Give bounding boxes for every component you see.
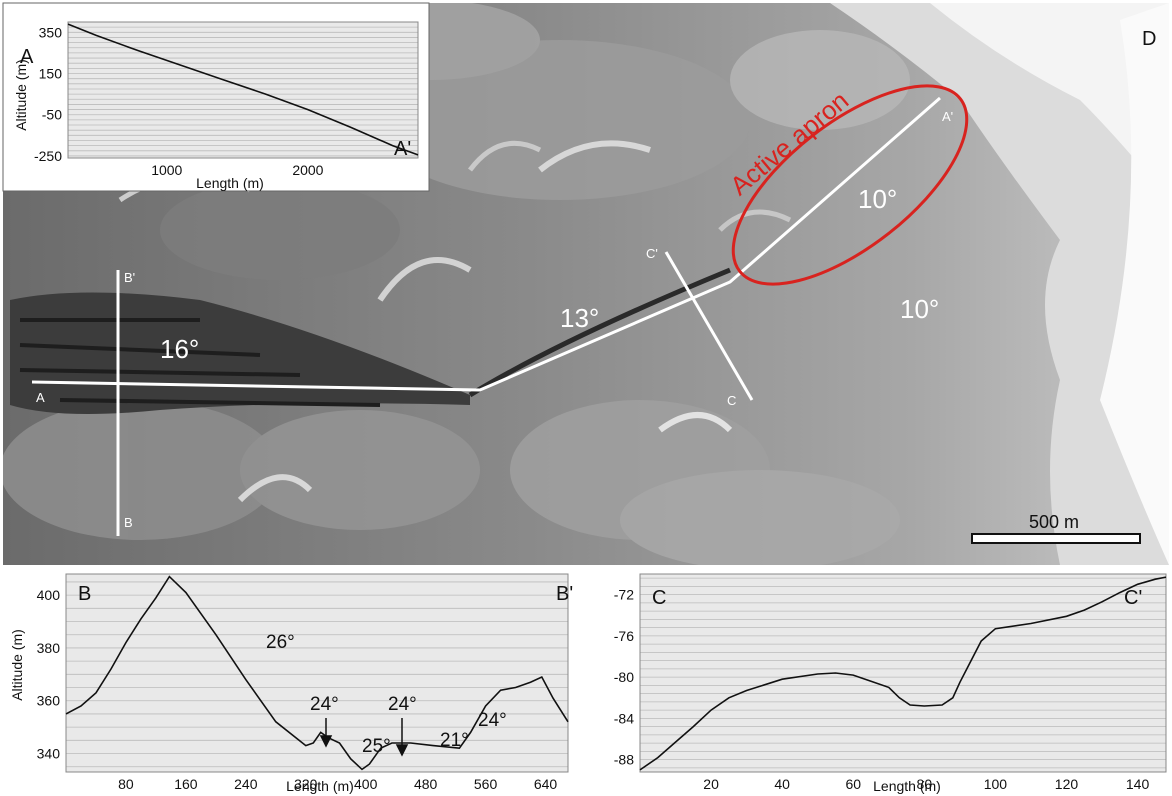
chart-A-ylabel: Altitude (m) (13, 59, 29, 131)
chart-B-annotation-6: 24° (478, 710, 507, 731)
chartC-xtick-2: 60 (845, 776, 861, 792)
chart-A: 350 150 -50 -250 1000 2000 (34, 21, 419, 178)
chart-A-title: A (20, 46, 34, 68)
chartA-border (67, 21, 419, 159)
chart-C-xlabel: Length (m) (873, 778, 941, 794)
slope-label-3: 10° (858, 184, 897, 214)
map-label-C: C (727, 393, 736, 408)
chartB-ytick-1: 380 (37, 640, 61, 656)
chartC-xtick-0: 20 (703, 776, 719, 792)
slope-label-2: 13° (560, 303, 599, 333)
chart-B-annotation-4: 25° (362, 736, 391, 757)
chartB-xtick-1: 160 (174, 776, 198, 792)
chartB-border (65, 573, 569, 773)
chart-B-annotation-5: 21° (440, 730, 469, 751)
chartA-xtick-1: 2000 (292, 162, 323, 178)
chartB-ytick-3: 340 (37, 746, 61, 762)
chart-C-title: C (652, 587, 666, 609)
chartC-ytick-2: -80 (614, 669, 634, 685)
slope-label-1: 16° (160, 334, 199, 364)
chart-B: 400 380 360 340 80 160 240 320 400 480 560 640 (37, 573, 569, 792)
chart-B-arrowhead-2 (395, 744, 409, 757)
chart-A-panel: 350 150 -50 -250 1000 2000 (2, 2, 430, 192)
chartC-xtick-1: 40 (774, 776, 790, 792)
map-label-A: A (36, 390, 45, 405)
chartA-ytick-2: -50 (42, 107, 62, 123)
chart-A-title-right: A' (394, 138, 411, 160)
chart-B-title: B (78, 583, 91, 605)
chartB-xtick-4: 400 (354, 776, 378, 792)
chartC-profile-line (639, 576, 1167, 771)
scale-bar-label: 500 m (1029, 512, 1079, 532)
map-label-B: B (124, 515, 133, 530)
chart-B-ylabel: Altitude (m) (9, 629, 25, 701)
bright-terrain (830, 3, 1169, 565)
chart-B-annotation-2: 24° (310, 694, 339, 715)
chartC-ytick-3: -84 (614, 710, 634, 726)
chartB-xtick-7: 640 (534, 776, 558, 792)
chart-B-arrows (319, 718, 409, 757)
map-label-B-prime: B' (124, 270, 135, 285)
chartB-xtick-0: 80 (118, 776, 134, 792)
chartC-ytick-1: -76 (614, 628, 634, 644)
chartB-xtick-6: 560 (474, 776, 498, 792)
chartB-ytick-0: 400 (37, 587, 61, 603)
scale-bar (971, 533, 1141, 544)
chart-B-title-right: B' (556, 583, 573, 605)
chartC-border (639, 573, 1167, 773)
chartB-xtick-5: 480 (414, 776, 438, 792)
active-apron-ellipse (731, 84, 969, 286)
profile-lines (31, 96, 941, 536)
chart-B-annotation-1: 26° (266, 632, 295, 653)
chartC-xtick-5: 120 (1055, 776, 1079, 792)
chartC-xtick-4: 100 (984, 776, 1008, 792)
panel-letter-D: D (1142, 28, 1156, 50)
profile-line-A (31, 96, 941, 392)
profile-line-C (664, 251, 754, 401)
slope-label-4: 10° (900, 294, 939, 324)
chart-C-title-right: C' (1124, 587, 1142, 609)
chart-C: -72 -76 -80 -84 -88 20 40 60 80 100 120 140 (614, 573, 1167, 792)
chartB-profile-line (65, 575, 569, 771)
chartA-ytick-3: -250 (34, 148, 62, 164)
chartA-xtick-0: 1000 (151, 162, 182, 178)
chartC-xtick-6: 140 (1126, 776, 1150, 792)
chartA-ytick-1: 150 (39, 66, 63, 82)
chartB-xtick-2: 240 (234, 776, 258, 792)
chart-A-xlabel: Length (m) (196, 175, 264, 191)
map-label-A-prime: A' (942, 109, 953, 124)
map-label-C-prime: C' (646, 246, 658, 261)
chartB-ytick-2: 360 (37, 693, 61, 709)
chartB-plot-area (66, 574, 568, 772)
chartA-profile-line (67, 23, 419, 156)
chart-B-annotation-3: 24° (388, 694, 417, 715)
chart-B-panel: 400 380 360 340 80 160 240 320 400 480 560 640 (3, 566, 590, 794)
chartB-xtick-3: 320 (294, 776, 318, 792)
chartC-plot-area (640, 574, 1166, 772)
chartA-ytick-0: 350 (39, 24, 63, 40)
chartC-ytick-0: -72 (614, 587, 634, 603)
chartC-ytick-4: -88 (614, 752, 634, 768)
chart-C-panel: -72 -76 -80 -84 -88 20 40 60 80 100 120 140 (590, 566, 1169, 794)
chartC-xtick-3: 80 (917, 776, 933, 792)
chart-B-arrowhead-1 (319, 735, 333, 748)
chart-B-xlabel: Length (m) (286, 778, 354, 794)
